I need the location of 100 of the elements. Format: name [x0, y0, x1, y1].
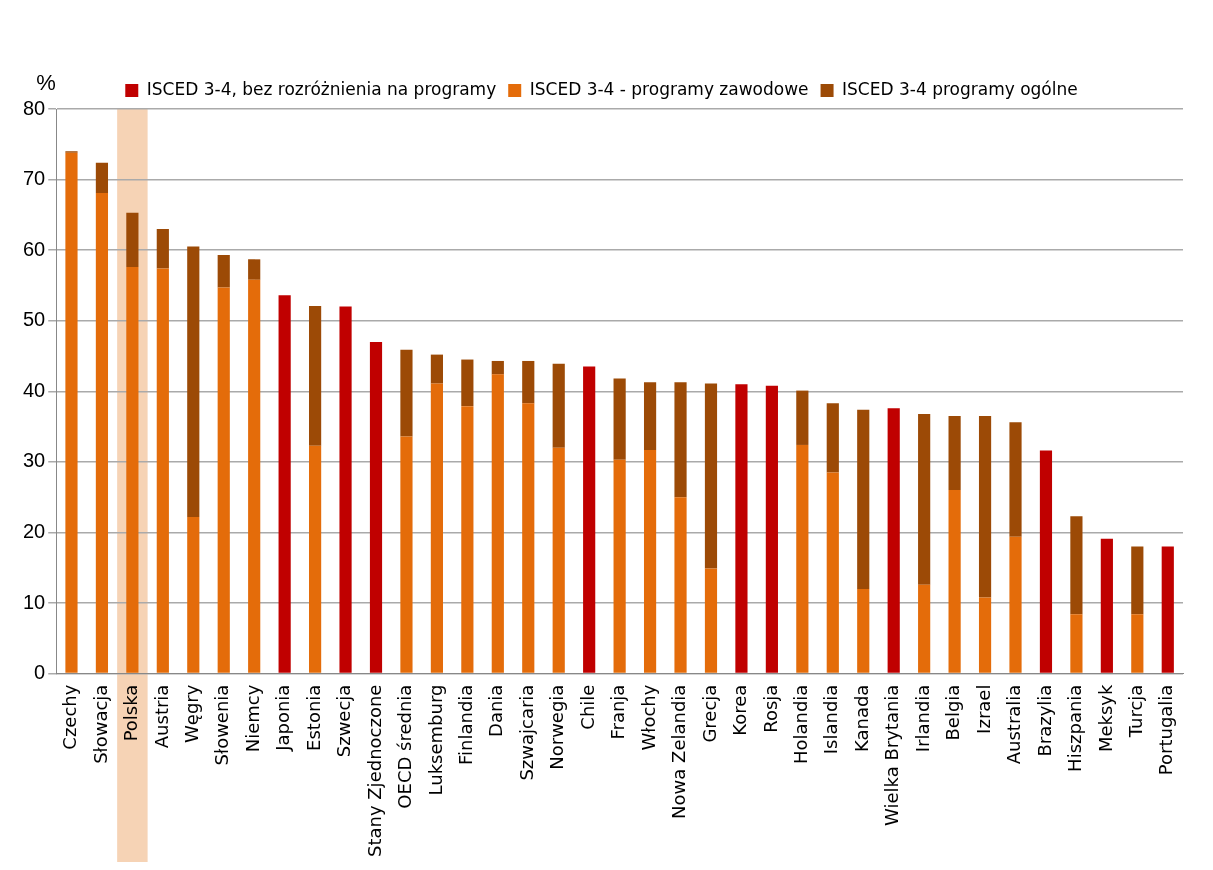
- x-tick-label: Włochy: [637, 684, 659, 751]
- x-tick-label: Luksemburg: [424, 684, 446, 796]
- x-tick-label: Grecja: [698, 684, 720, 743]
- bar: [430, 354, 443, 384]
- bar: [126, 267, 139, 673]
- bar: [1039, 450, 1053, 673]
- y-tick-label: 10: [23, 590, 46, 613]
- x-tick-label: OECD średnia: [394, 684, 416, 809]
- bar: [978, 597, 992, 673]
- bar: [95, 162, 109, 193]
- x-tick-label: Turcja: [1124, 684, 1146, 739]
- bar: [826, 472, 839, 673]
- bar: [156, 228, 169, 269]
- x-tick-label: Szwecja: [333, 684, 355, 758]
- x-tick-label: Estonia: [302, 684, 324, 751]
- x-tick-label: Stany Zjednoczone: [363, 684, 385, 857]
- bar: [674, 382, 687, 498]
- x-tick-label: Nowa Zelandia: [668, 684, 690, 819]
- bar: [948, 490, 961, 673]
- bar: [643, 449, 657, 673]
- bar: [309, 305, 322, 446]
- bar: [461, 406, 474, 673]
- bar: [1131, 614, 1144, 673]
- x-tick-label: Belgia: [942, 684, 964, 741]
- x-tick-label: Wielka Brytania: [881, 684, 903, 826]
- bar: [65, 152, 78, 673]
- y-tick-label: 70: [23, 167, 46, 190]
- bar: [796, 390, 809, 445]
- bar: [187, 516, 200, 673]
- x-tick-label: Chile: [576, 684, 598, 730]
- bar: [491, 360, 504, 375]
- x-tick-label: Japonia: [272, 684, 294, 752]
- bar: [918, 584, 931, 673]
- x-tick-label: Finlandia: [455, 684, 477, 765]
- y-tick-label: 40: [23, 378, 46, 401]
- bar: [704, 383, 718, 569]
- x-tick-label: Islandia: [820, 684, 842, 755]
- y-tick-label: 30: [23, 449, 46, 472]
- bar: [156, 268, 169, 673]
- bar: [704, 568, 718, 673]
- x-tick-label: Rosja: [759, 684, 781, 733]
- x-tick-label: Franja: [607, 684, 629, 740]
- y-tick-label: 80: [23, 96, 46, 119]
- x-tick-label: Hiszpania: [1064, 684, 1086, 772]
- x-tick-label: Portugalia: [1155, 684, 1177, 776]
- bar: [1070, 614, 1083, 673]
- x-tick-label: Austria: [150, 684, 172, 749]
- bar: [1009, 422, 1022, 537]
- bar: [248, 279, 261, 673]
- y-tick-label: 50: [23, 308, 46, 331]
- bar: [1070, 516, 1083, 615]
- bar: [735, 384, 748, 673]
- bar: [248, 259, 261, 280]
- bar: [1100, 538, 1113, 673]
- y-tick-label: 20: [23, 519, 46, 542]
- bar: [765, 385, 778, 673]
- x-tick-label: Węgry: [180, 684, 202, 743]
- x-tick-label: Słowenia: [211, 684, 233, 766]
- bar: [613, 378, 626, 460]
- legend-label: ISCED 3-4 - programy zawodowe: [529, 78, 809, 99]
- x-tick-label: Norwegia: [546, 684, 568, 770]
- bar: [369, 341, 383, 673]
- bar: [126, 212, 139, 268]
- legend-label: ISCED 3-4, bez rozróżnienia na programy: [146, 78, 497, 99]
- bar: [613, 459, 626, 673]
- bar: [491, 374, 504, 673]
- x-tick-label: Szwajcaria: [515, 684, 537, 781]
- bar: [400, 349, 413, 437]
- bar: [1131, 546, 1144, 615]
- legend-label: ISCED 3-4 programy ogólne: [842, 78, 1078, 99]
- bar: [339, 306, 352, 673]
- bar: [643, 382, 657, 450]
- x-tick-label: Holandia: [790, 684, 812, 765]
- bar: [522, 403, 535, 673]
- x-tick-label: Meksyk: [1094, 684, 1116, 753]
- x-tick-label: Izrael: [972, 684, 994, 734]
- bar: [887, 408, 900, 673]
- bar: [552, 447, 565, 673]
- x-tick-label: Słowacja: [89, 684, 111, 764]
- bar: [552, 363, 565, 448]
- bar: [948, 416, 961, 491]
- bar: [278, 295, 291, 673]
- bar: [217, 287, 230, 673]
- bar: [1009, 536, 1022, 673]
- y-axis-title: %: [36, 70, 56, 96]
- bar: [918, 413, 931, 585]
- bar: [187, 246, 200, 517]
- x-tick-label: Irlandia: [911, 684, 933, 753]
- bar: [461, 359, 474, 407]
- bar: [857, 409, 870, 589]
- bar: [309, 445, 322, 673]
- x-tick-label: Brazylia: [1033, 684, 1055, 757]
- x-tick-label: Korea: [729, 684, 751, 736]
- bar: [583, 366, 596, 673]
- x-tick-label: Niemcy: [241, 684, 263, 753]
- x-tick-label: Australia: [1003, 684, 1025, 765]
- bar: [826, 403, 839, 473]
- bar: [522, 360, 535, 404]
- bar: [1161, 546, 1174, 673]
- bar: [857, 588, 870, 673]
